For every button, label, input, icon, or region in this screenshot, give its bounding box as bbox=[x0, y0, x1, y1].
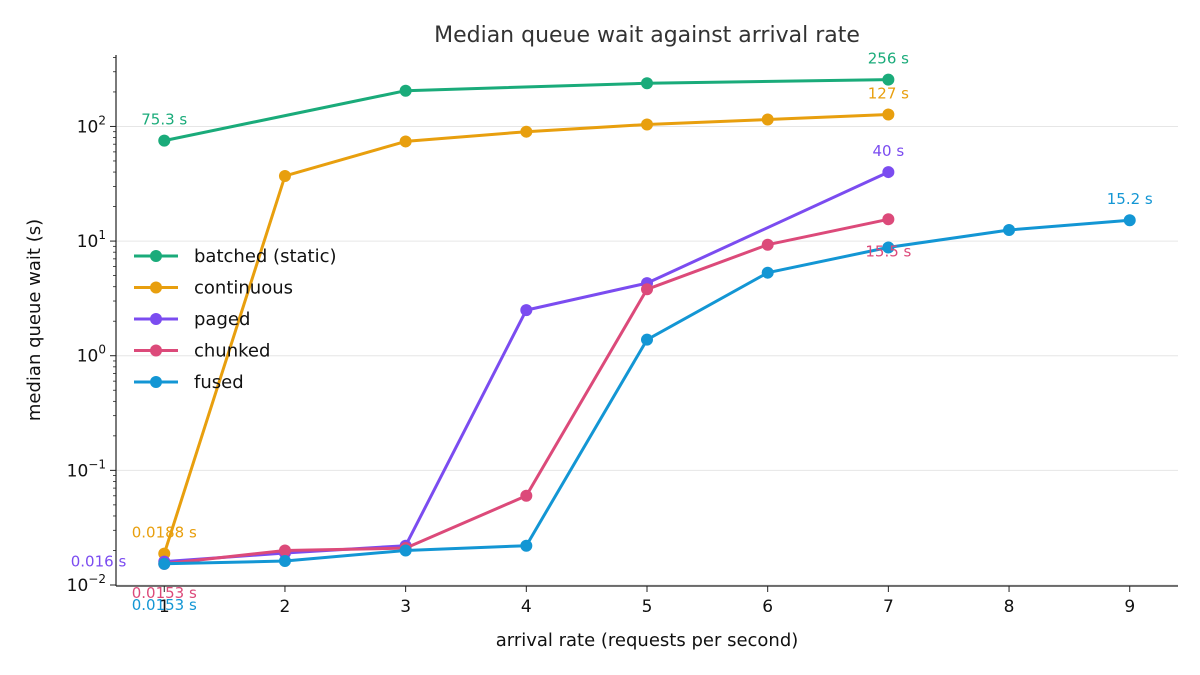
data-point bbox=[399, 135, 412, 148]
legend-entry: paged bbox=[194, 309, 250, 330]
legend-swatch-marker bbox=[150, 376, 162, 388]
data-point bbox=[761, 113, 774, 126]
data-point bbox=[158, 134, 171, 147]
series-line-4 bbox=[164, 218, 1130, 566]
data-point bbox=[1123, 214, 1136, 227]
y-axis-label: median queue wait (s) bbox=[24, 219, 45, 421]
data-point bbox=[399, 544, 412, 557]
x-tick-label: 3 bbox=[400, 597, 411, 617]
data-point bbox=[520, 539, 533, 552]
x-tick-label: 6 bbox=[762, 597, 773, 617]
legend-swatch-marker bbox=[150, 344, 162, 357]
data-point bbox=[641, 77, 653, 90]
y-tick-label: 100 bbox=[77, 343, 106, 367]
labels-layer: 75.3 s 256 s 0.0188 s 127 s 0.016 s 40 s 0.015… bbox=[71, 50, 1153, 614]
data-label: 40 s bbox=[873, 142, 905, 160]
data-label: 0.016 s bbox=[71, 553, 127, 571]
data-label: 75.3 s bbox=[141, 111, 187, 129]
data-point bbox=[1003, 223, 1016, 236]
data-point bbox=[520, 125, 533, 138]
x-axis-label: arrival rate (requests per second) bbox=[496, 630, 799, 651]
series-layer bbox=[158, 73, 1136, 570]
chart-title: Median queue wait against arrival rate bbox=[434, 23, 860, 48]
x-tick-label: 9 bbox=[1124, 597, 1135, 617]
data-label: 256 s bbox=[868, 50, 909, 68]
data-label: 127 s bbox=[868, 85, 909, 103]
data-point bbox=[399, 84, 412, 97]
legend-entry: chunked bbox=[194, 341, 270, 362]
data-label: 0.0153 s bbox=[132, 584, 197, 602]
data-label: 0.0188 s bbox=[132, 524, 197, 542]
x-tick-label: 4 bbox=[521, 597, 532, 617]
data-point bbox=[278, 544, 291, 557]
data-point bbox=[520, 489, 533, 502]
data-label: 15.5 s bbox=[865, 242, 911, 260]
legend-swatch-marker bbox=[150, 250, 162, 262]
x-tick-label: 5 bbox=[642, 597, 653, 617]
data-point bbox=[882, 213, 895, 226]
data-point bbox=[641, 118, 653, 131]
x-tick-label: 7 bbox=[883, 597, 894, 617]
data-point bbox=[761, 266, 774, 279]
x-tick-label: 8 bbox=[1004, 597, 1015, 617]
data-point bbox=[641, 333, 653, 346]
y-tick-label: 102 bbox=[77, 113, 106, 137]
data-point bbox=[158, 557, 171, 570]
data-label: 15.2 s bbox=[1107, 190, 1153, 208]
data-point bbox=[761, 238, 774, 251]
data-point bbox=[882, 166, 895, 179]
data-point bbox=[641, 283, 653, 296]
legend: batched (static) continuous paged chunked fu… bbox=[134, 246, 337, 393]
series-line-0 bbox=[163, 78, 889, 143]
data-point bbox=[882, 241, 895, 254]
data-point bbox=[882, 73, 895, 86]
legend-swatch-marker bbox=[150, 281, 162, 294]
series-line-2 bbox=[164, 170, 890, 564]
data-point bbox=[882, 108, 895, 121]
x-tick-label: 1 bbox=[159, 597, 170, 617]
axes: 1 2 3 4 5 6 7 8 9 10−2 10−1 100 101 102 bbox=[67, 55, 1178, 617]
legend-entry: fused bbox=[194, 372, 244, 393]
data-point bbox=[278, 169, 291, 182]
y-tick-label: 10−2 bbox=[67, 572, 106, 596]
data-point bbox=[278, 554, 291, 567]
x-tick-label: 2 bbox=[280, 597, 291, 617]
legend-entry: continuous bbox=[194, 278, 293, 299]
legend-entry: batched (static) bbox=[194, 246, 337, 267]
data-point bbox=[520, 304, 533, 317]
y-tick-label: 101 bbox=[77, 228, 106, 252]
legend-swatch-marker bbox=[150, 313, 162, 325]
data-label: 0.0153 s bbox=[132, 596, 197, 614]
series-line-1 bbox=[162, 113, 889, 555]
grid bbox=[116, 125, 1178, 586]
y-tick-label: 10−1 bbox=[67, 457, 106, 481]
